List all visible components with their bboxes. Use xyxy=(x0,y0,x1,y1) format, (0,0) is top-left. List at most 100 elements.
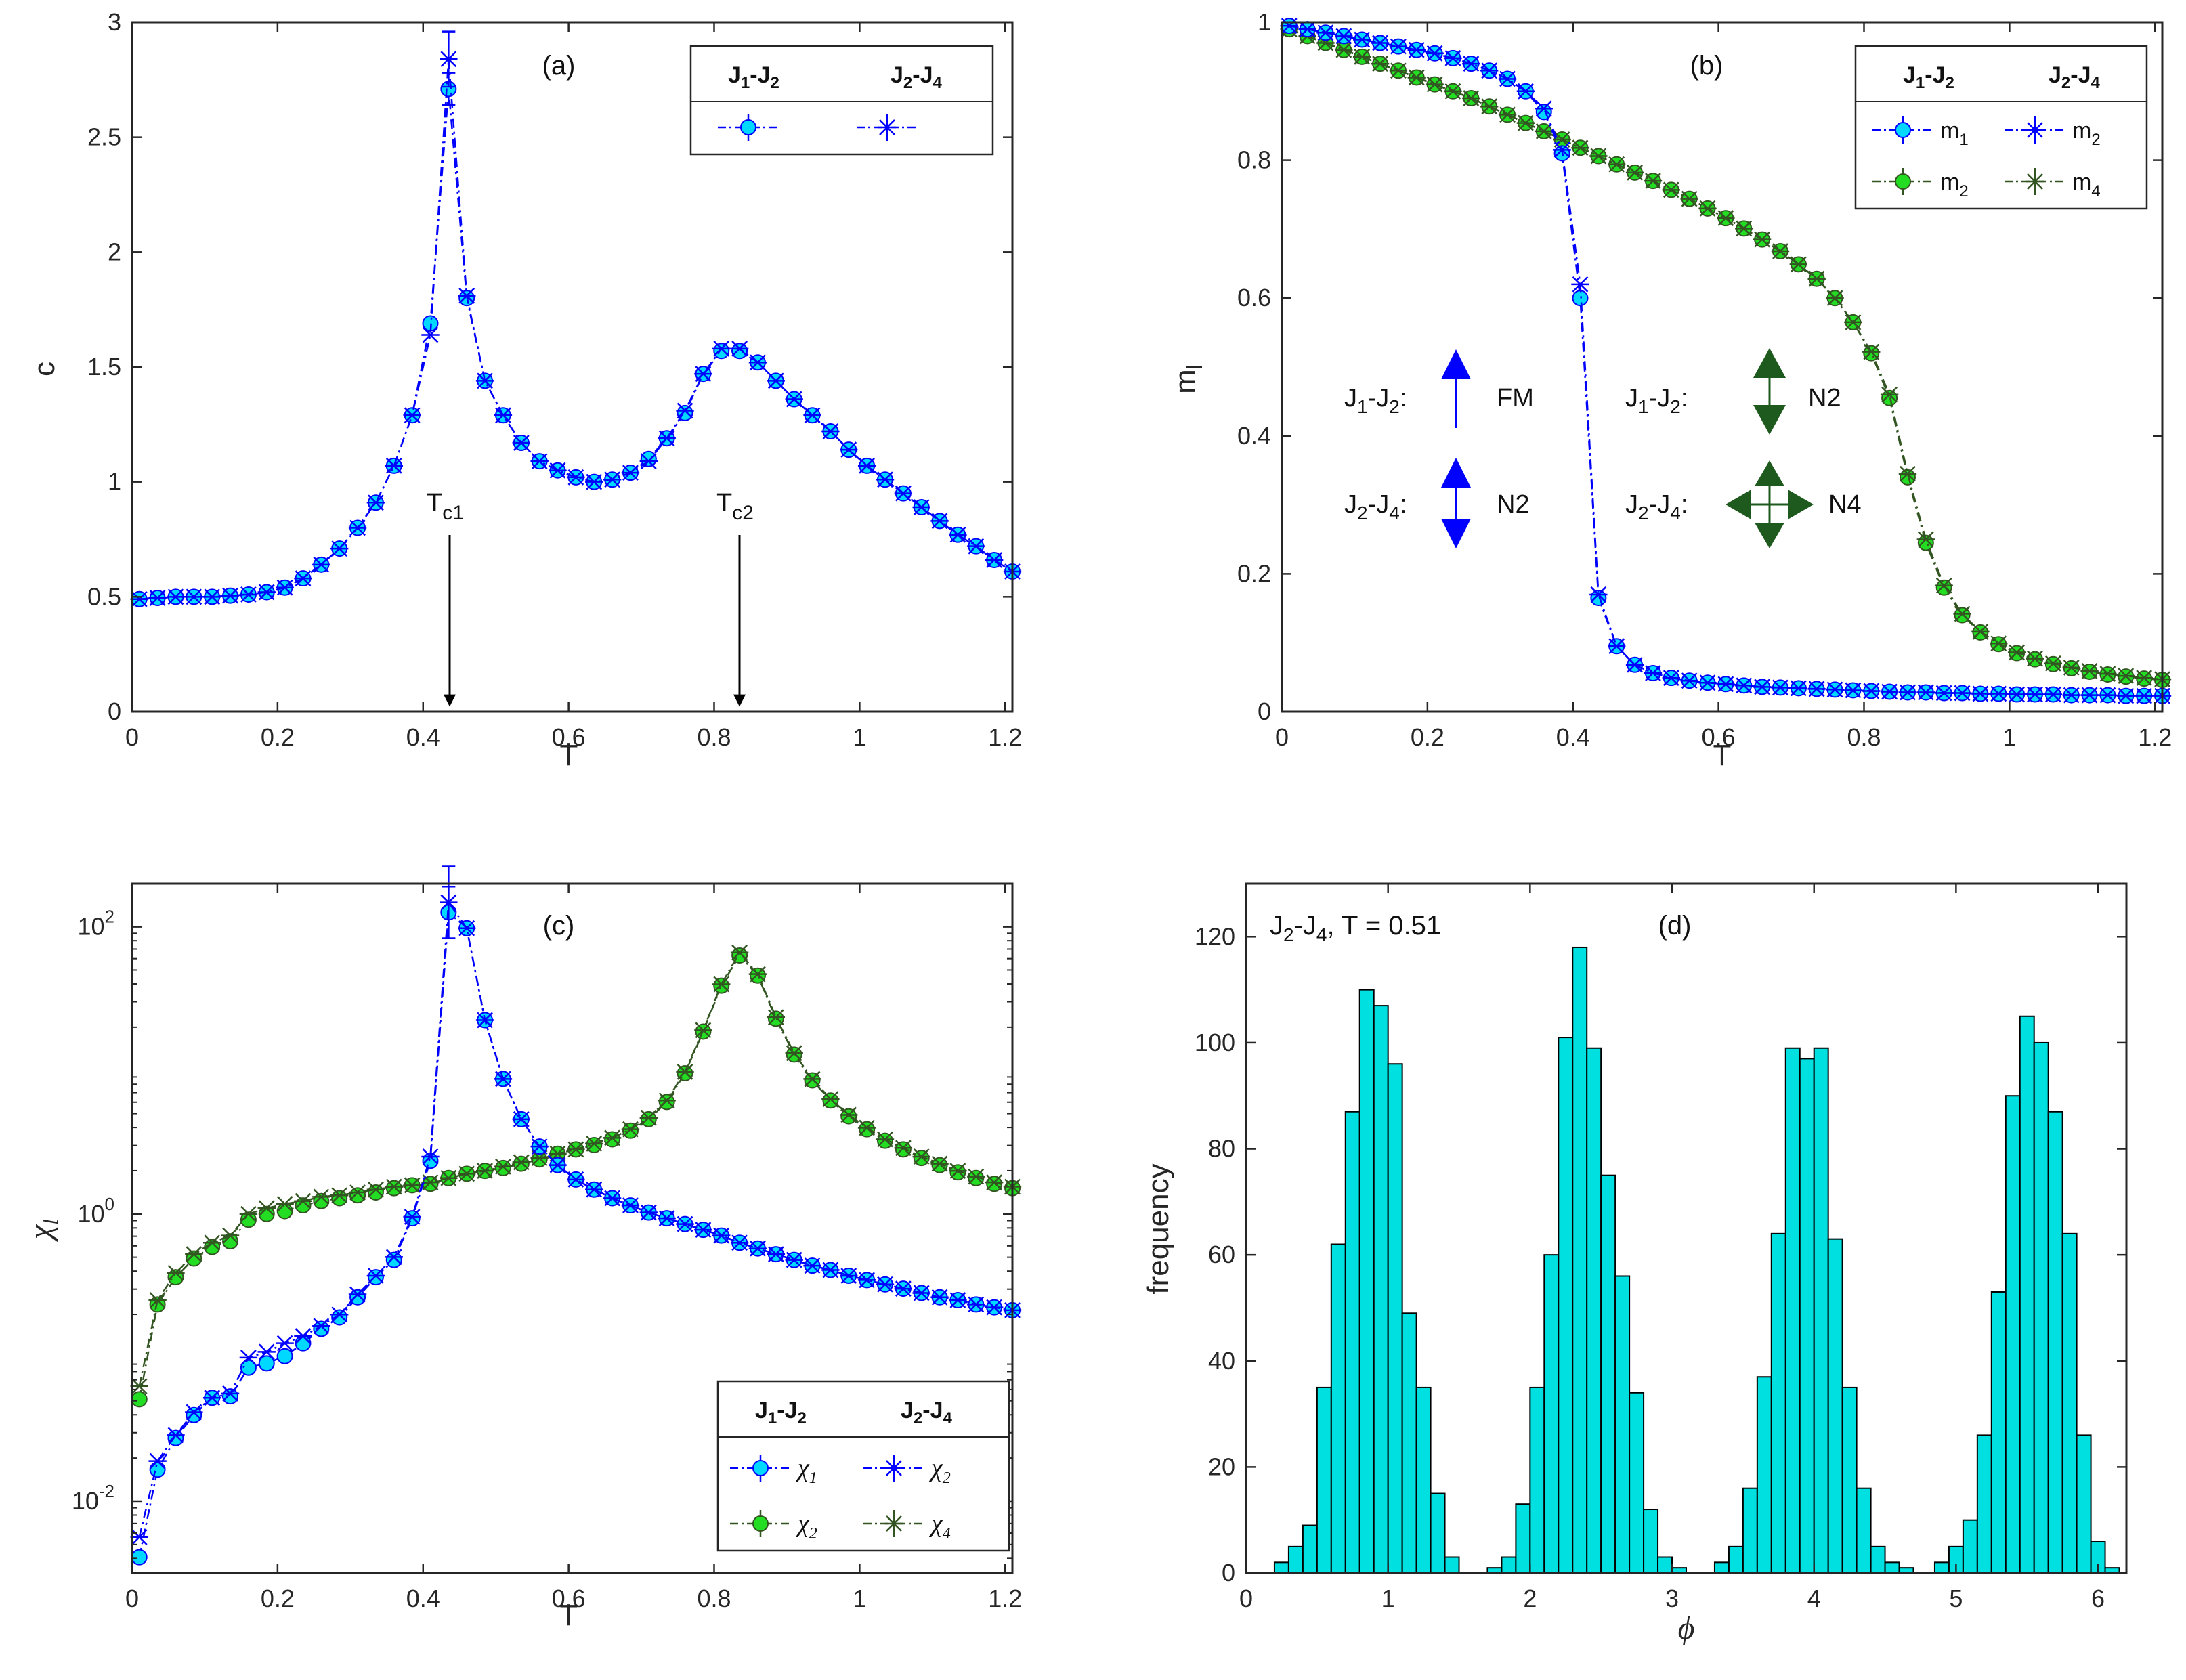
histogram-bar xyxy=(2005,1095,2021,1574)
data-point xyxy=(349,1187,366,1204)
data-point xyxy=(276,1348,293,1364)
x-tick-label: 1 xyxy=(1381,1585,1395,1612)
data-point xyxy=(131,1391,148,1408)
data-point xyxy=(821,1262,840,1278)
x-tick-label: 0 xyxy=(125,1585,139,1612)
data-point xyxy=(1990,635,2008,652)
data-point xyxy=(330,1306,349,1323)
data-point xyxy=(840,441,858,458)
data-point xyxy=(895,1141,912,1158)
data-point xyxy=(2007,686,2026,703)
data-point xyxy=(1498,70,1517,87)
data-point xyxy=(475,1163,494,1180)
data-point xyxy=(148,1452,167,1469)
y-tick-label: 0.6 xyxy=(1237,284,1271,311)
data-point xyxy=(913,1150,930,1167)
x-tick-label: 0.2 xyxy=(1411,723,1444,751)
data-point xyxy=(385,1178,403,1195)
data-point xyxy=(440,1169,458,1186)
data-point xyxy=(1935,685,1953,702)
data-point xyxy=(567,469,585,486)
x-tick-label: 0.6 xyxy=(552,723,586,751)
y-tick-label: 1.5 xyxy=(87,353,121,381)
data-point xyxy=(712,976,731,993)
data-point xyxy=(712,1227,731,1244)
data-point xyxy=(1335,28,1353,45)
data-point xyxy=(167,1264,185,1281)
series-4 xyxy=(130,865,1022,1545)
data-point xyxy=(348,1286,367,1303)
data-point xyxy=(2026,686,2044,703)
histogram-bar xyxy=(1976,1434,1992,1574)
legend-c-header-1: J1-J2 xyxy=(755,1398,807,1427)
data-point xyxy=(257,1200,276,1217)
data-point xyxy=(857,458,876,474)
data-point xyxy=(731,343,748,360)
data-point xyxy=(240,1359,257,1376)
data-point xyxy=(713,977,730,994)
y-tick-label: 10-2 xyxy=(72,1481,114,1515)
histogram-bar xyxy=(1742,1487,1758,1574)
data-point xyxy=(185,1404,203,1421)
data-point xyxy=(494,1159,511,1176)
histogram-bar xyxy=(1990,1291,2007,1574)
legend-label: m2 xyxy=(1940,169,1969,200)
data-point xyxy=(458,287,476,304)
legend-marker xyxy=(884,1460,903,1476)
data-point xyxy=(876,1132,893,1149)
histogram-bar xyxy=(1529,1386,1545,1574)
data-point xyxy=(876,471,895,488)
histogram-bar xyxy=(1387,1063,1403,1574)
data-point xyxy=(822,1092,839,1109)
data-point xyxy=(404,1210,421,1227)
data-point xyxy=(2080,663,2099,679)
data-point xyxy=(967,1168,985,1185)
x-tick-label: 1.2 xyxy=(2138,723,2172,751)
data-point xyxy=(549,1145,567,1162)
histogram-bar xyxy=(1515,1503,1531,1574)
data-point xyxy=(512,1111,530,1127)
inset-left-phase-1: FM xyxy=(1497,384,1534,412)
data-point xyxy=(202,588,221,605)
data-point xyxy=(1916,531,1935,548)
data-point xyxy=(330,540,349,557)
histogram-bar xyxy=(1799,1058,1815,1574)
panel-d-label: (d) xyxy=(1658,911,1692,941)
data-point xyxy=(1862,683,1881,699)
data-point xyxy=(1625,656,1644,673)
data-point xyxy=(512,1154,530,1171)
data-point xyxy=(1935,577,1953,594)
tc1-sub: c1 xyxy=(442,502,464,524)
x-tick-label: 0.8 xyxy=(1847,723,1881,751)
data-point xyxy=(639,1109,658,1126)
data-point xyxy=(240,1211,257,1228)
data-point xyxy=(585,1135,603,1152)
data-point xyxy=(694,1222,712,1239)
data-point xyxy=(676,1063,694,1080)
data-point xyxy=(840,1106,858,1123)
y-tick-label: 20 xyxy=(1208,1452,1235,1480)
data-point xyxy=(694,1022,712,1039)
data-point xyxy=(1717,210,1735,226)
legend-label: m1 xyxy=(1940,118,1969,149)
data-point xyxy=(513,1155,530,1172)
data-point xyxy=(713,343,730,360)
data-point xyxy=(1553,142,1571,158)
data-point xyxy=(985,1174,1004,1191)
data-point xyxy=(1735,220,1753,237)
histogram-bar xyxy=(1501,1556,1517,1574)
data-point xyxy=(331,1309,348,1326)
data-point xyxy=(276,1335,294,1352)
data-point xyxy=(530,453,549,470)
legend-marker xyxy=(2026,173,2044,190)
legend-marker xyxy=(2026,122,2044,138)
data-point xyxy=(2117,668,2135,684)
panel-b-ylabel: ml xyxy=(1169,364,1207,394)
data-point xyxy=(567,1171,585,1188)
x-tick-label: 0.6 xyxy=(1702,723,1736,751)
legend-entry-1: χ1 xyxy=(730,1454,817,1487)
data-point xyxy=(1516,114,1535,131)
data-point xyxy=(603,1190,622,1207)
x-tick-label: 3 xyxy=(1665,1585,1679,1612)
data-point xyxy=(312,1318,330,1335)
